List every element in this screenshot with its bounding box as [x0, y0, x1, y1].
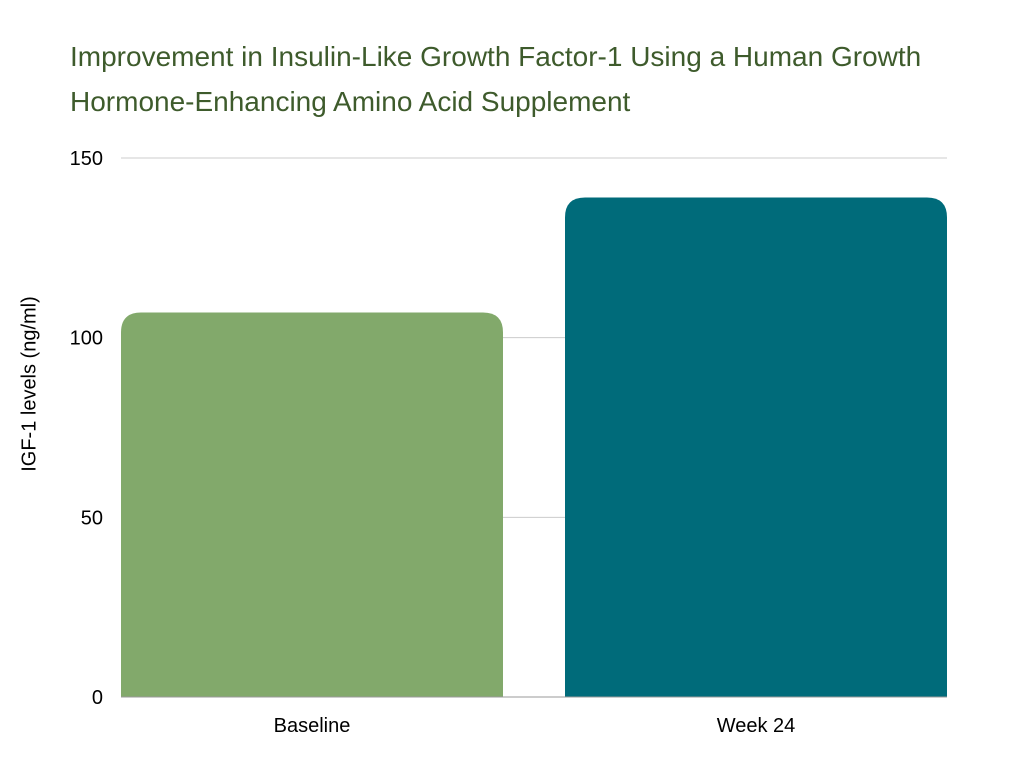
x-tick-label: Baseline [274, 715, 351, 737]
y-tick-label: 150 [70, 148, 103, 170]
bar-baseline [121, 312, 503, 697]
y-tick-label: 0 [92, 687, 103, 709]
y-axis-ticks: 0 50 100 150 [70, 148, 103, 709]
x-axis-ticks: Baseline Week 24 [274, 715, 796, 737]
x-tick-label: Week 24 [717, 715, 796, 737]
chart-title: Improvement in Insulin-Like Growth Facto… [70, 41, 922, 117]
bar-week-24 [565, 197, 947, 697]
bars [121, 197, 947, 697]
y-tick-label: 50 [81, 507, 103, 529]
y-tick-label: 100 [70, 328, 103, 350]
